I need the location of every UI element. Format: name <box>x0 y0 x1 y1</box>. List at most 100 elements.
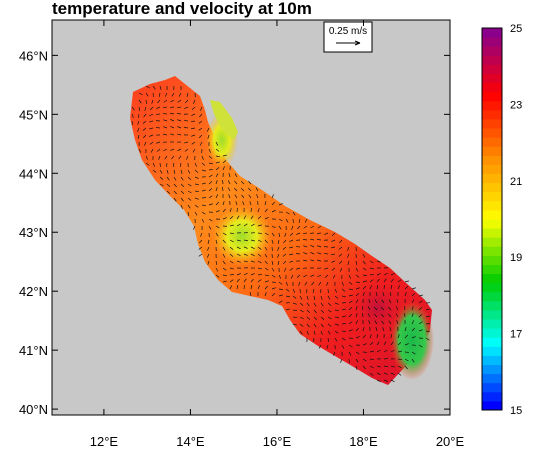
velocity-arrow <box>323 246 329 248</box>
velocity-arrow <box>326 344 329 349</box>
velocity-arrow <box>184 148 189 152</box>
velocity-arrow <box>229 267 234 270</box>
velocity-arrow <box>194 197 199 200</box>
velocity-arrow <box>411 306 414 311</box>
velocity-arrow <box>229 253 234 257</box>
velocity-arrow <box>355 293 360 297</box>
velocity-arrow <box>243 223 248 227</box>
velocity-arrow <box>390 372 395 376</box>
velocity-arrow <box>369 267 374 270</box>
velocity-arrow <box>257 253 262 257</box>
velocity-arrow <box>425 330 431 333</box>
colorbar-frame <box>481 27 503 411</box>
velocity-arrow <box>229 216 234 220</box>
velocity-arrow <box>172 162 175 167</box>
velocity-arrow <box>163 99 168 103</box>
velocity-arrow <box>177 119 182 122</box>
velocity-arrow <box>388 313 392 318</box>
velocity-arrow <box>404 334 408 339</box>
velocity-arrow <box>355 365 358 370</box>
velocity-arrow <box>145 162 150 166</box>
colorbar-segment <box>482 55 502 65</box>
velocity-arrow <box>163 133 168 136</box>
velocity-arrow <box>243 278 247 283</box>
velocity-arrow <box>310 274 315 277</box>
velocity-arrow <box>187 183 192 187</box>
velocity-arrow <box>156 141 161 144</box>
velocity-arrow <box>348 294 353 297</box>
velocity-arrow <box>183 127 189 129</box>
velocity-arrow <box>278 288 284 290</box>
velocity-arrow <box>338 260 343 265</box>
lat-tick-label: 43°N <box>19 225 48 240</box>
velocity-arrow <box>191 134 196 137</box>
velocity-arrow <box>339 267 343 272</box>
velocity-arrow <box>390 278 394 283</box>
velocity-arrow <box>177 126 182 129</box>
velocity-arrow <box>348 351 352 356</box>
velocity-arrow <box>316 238 322 241</box>
velocity-arrow <box>158 92 161 97</box>
velocity-arrow <box>243 246 248 249</box>
colorbar-segment <box>482 73 502 84</box>
velocity-arrow <box>198 127 203 131</box>
velocity-arrow <box>159 183 164 187</box>
velocity-arrow <box>215 173 219 178</box>
velocity-arrow <box>145 155 149 160</box>
velocity-arrow <box>250 223 255 227</box>
velocity-arrow <box>355 313 358 318</box>
velocity-arrow <box>390 285 393 290</box>
velocity-arrow <box>250 273 255 276</box>
velocity-arrow <box>355 299 359 304</box>
velocity-arrow <box>229 224 234 227</box>
velocity-arrow <box>334 309 339 312</box>
velocity-arrow <box>320 309 325 313</box>
reference-vector-box: 0.25 m/s <box>323 21 373 53</box>
velocity-arrow <box>243 284 245 290</box>
velocity-arrow <box>236 246 241 250</box>
velocity-arrow <box>176 113 182 115</box>
velocity-arrow <box>149 141 154 145</box>
velocity-arrow <box>243 272 248 276</box>
velocity-arrow <box>194 204 199 208</box>
velocity-arrow <box>191 106 196 110</box>
velocity-arrow <box>397 372 402 376</box>
velocity-arrow <box>397 334 400 339</box>
velocity-arrow <box>369 372 374 376</box>
velocity-arrow <box>327 302 332 306</box>
velocity-arrow <box>310 245 315 248</box>
velocity-arrow <box>200 232 203 237</box>
colorbar-segment <box>482 328 502 338</box>
colorbar-label: 17 <box>510 329 522 341</box>
velocity-arrow <box>285 218 289 223</box>
velocity-arrow <box>388 306 392 311</box>
velocity-arrow <box>369 285 373 290</box>
velocity-arrow <box>180 183 185 188</box>
velocity-arrow <box>250 278 254 283</box>
velocity-arrow <box>185 99 189 104</box>
velocity-arrow <box>145 92 149 97</box>
velocity-arrow <box>173 169 176 174</box>
velocity-arrow <box>264 267 269 271</box>
velocity-arrow <box>222 239 226 244</box>
velocity-arrow <box>243 253 248 256</box>
velocity-arrow <box>234 194 238 199</box>
velocity-arrow <box>285 281 289 286</box>
velocity-arrow <box>277 253 280 258</box>
velocity-arrow <box>271 239 274 244</box>
lat-tick-label: 44°N <box>19 166 48 181</box>
velocity-arrow <box>362 274 367 277</box>
velocity-arrow <box>201 162 206 166</box>
velocity-arrow <box>264 280 269 283</box>
velocity-arrow <box>163 106 168 109</box>
velocity-arrow <box>234 187 238 192</box>
lat-tick-label: 41°N <box>19 343 48 358</box>
velocity-arrow <box>201 204 206 207</box>
velocity-arrow <box>208 195 213 199</box>
velocity-arrow <box>278 225 282 230</box>
velocity-arrow <box>170 133 175 136</box>
velocity-arrow <box>149 120 154 123</box>
velocity-arrow <box>331 239 336 242</box>
velocity-arrow <box>283 260 287 265</box>
velocity-arrow <box>369 334 372 339</box>
